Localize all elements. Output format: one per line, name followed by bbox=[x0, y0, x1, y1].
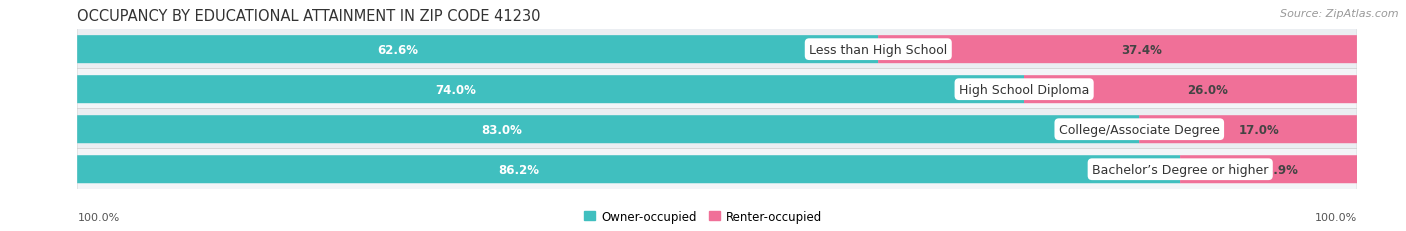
Text: 83.0%: 83.0% bbox=[482, 123, 523, 136]
FancyBboxPatch shape bbox=[77, 36, 879, 64]
FancyBboxPatch shape bbox=[1139, 116, 1357, 144]
Text: College/Associate Degree: College/Associate Degree bbox=[1059, 123, 1220, 136]
Text: High School Diploma: High School Diploma bbox=[959, 83, 1090, 96]
FancyBboxPatch shape bbox=[77, 149, 1357, 190]
FancyBboxPatch shape bbox=[77, 69, 1357, 110]
Text: 100.0%: 100.0% bbox=[1315, 212, 1357, 222]
Text: OCCUPANCY BY EDUCATIONAL ATTAINMENT IN ZIP CODE 41230: OCCUPANCY BY EDUCATIONAL ATTAINMENT IN Z… bbox=[77, 9, 541, 24]
Text: 26.0%: 26.0% bbox=[1187, 83, 1227, 96]
FancyBboxPatch shape bbox=[1180, 155, 1358, 183]
Text: 62.6%: 62.6% bbox=[377, 43, 418, 56]
FancyBboxPatch shape bbox=[77, 109, 1357, 150]
FancyBboxPatch shape bbox=[879, 36, 1357, 64]
FancyBboxPatch shape bbox=[77, 155, 1181, 183]
Text: Bachelor’s Degree or higher: Bachelor’s Degree or higher bbox=[1092, 163, 1268, 176]
Text: 100.0%: 100.0% bbox=[77, 212, 120, 222]
Text: 37.4%: 37.4% bbox=[1121, 43, 1161, 56]
FancyBboxPatch shape bbox=[77, 116, 1139, 144]
Text: Less than High School: Less than High School bbox=[808, 43, 948, 56]
FancyBboxPatch shape bbox=[1024, 76, 1357, 104]
Text: Source: ZipAtlas.com: Source: ZipAtlas.com bbox=[1281, 9, 1399, 19]
Text: 13.9%: 13.9% bbox=[1257, 163, 1299, 176]
FancyBboxPatch shape bbox=[77, 29, 1357, 71]
Text: 17.0%: 17.0% bbox=[1239, 123, 1279, 136]
FancyBboxPatch shape bbox=[77, 76, 1024, 104]
Legend: Owner-occupied, Renter-occupied: Owner-occupied, Renter-occupied bbox=[583, 210, 823, 223]
Text: 86.2%: 86.2% bbox=[498, 163, 538, 176]
Text: 74.0%: 74.0% bbox=[436, 83, 477, 96]
